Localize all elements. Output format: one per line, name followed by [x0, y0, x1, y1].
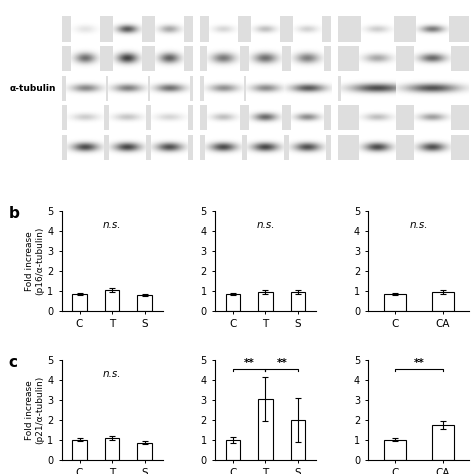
Bar — [72, 440, 87, 460]
Text: **: ** — [244, 358, 255, 368]
Bar — [338, 46, 469, 71]
Bar — [137, 443, 152, 460]
Text: c: c — [9, 355, 18, 370]
Text: n.s.: n.s. — [410, 220, 428, 230]
Bar — [291, 292, 305, 311]
Bar — [432, 292, 454, 311]
Bar — [258, 399, 273, 460]
Bar — [226, 440, 240, 460]
Text: n.s.: n.s. — [103, 220, 121, 230]
Bar — [338, 76, 469, 101]
Text: α-tubulin: α-tubulin — [10, 84, 56, 93]
Y-axis label: Fold increase
(p16/α-tubulin): Fold increase (p16/α-tubulin) — [25, 227, 44, 295]
Bar — [432, 425, 454, 460]
Bar — [62, 105, 193, 130]
Bar — [338, 105, 469, 130]
Bar — [200, 46, 331, 71]
Bar — [105, 438, 119, 460]
Bar — [338, 17, 469, 42]
Bar — [200, 135, 331, 160]
Text: **: ** — [413, 358, 424, 368]
Bar — [62, 46, 193, 71]
Bar — [338, 135, 469, 160]
Bar — [105, 290, 119, 311]
Bar — [384, 440, 406, 460]
Bar — [200, 105, 331, 130]
Bar — [200, 17, 331, 42]
Text: n.s.: n.s. — [103, 369, 121, 379]
Bar — [62, 17, 193, 42]
Bar — [258, 292, 273, 311]
Text: **: ** — [276, 358, 287, 368]
Bar — [200, 76, 331, 101]
Bar — [62, 76, 193, 101]
Bar — [72, 294, 87, 311]
Text: n.s.: n.s. — [256, 220, 275, 230]
Bar — [137, 295, 152, 311]
Bar — [62, 135, 193, 160]
Bar — [384, 294, 406, 311]
Y-axis label: Fold increase
(p21/α-tubulin): Fold increase (p21/α-tubulin) — [25, 376, 44, 444]
Bar — [226, 294, 240, 311]
Bar — [291, 420, 305, 460]
Text: b: b — [9, 206, 19, 221]
